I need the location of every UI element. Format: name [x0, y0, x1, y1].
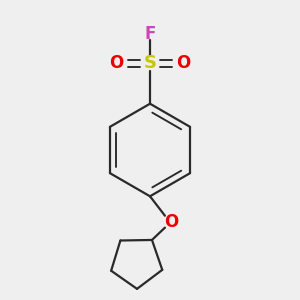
Text: O: O: [177, 54, 191, 72]
Text: S: S: [143, 54, 157, 72]
Text: O: O: [164, 213, 178, 231]
Text: F: F: [144, 25, 156, 43]
Text: O: O: [109, 54, 123, 72]
